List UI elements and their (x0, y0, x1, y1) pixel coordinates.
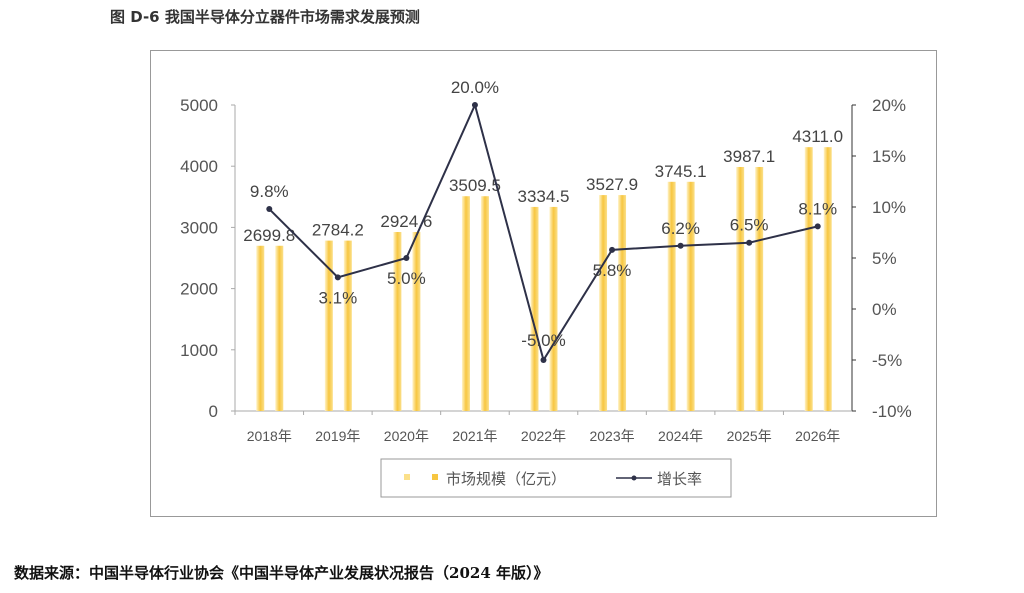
bar-stripe (549, 206, 558, 411)
left-tick-label: 0 (209, 402, 218, 421)
x-tick-label: 2026年 (795, 428, 840, 444)
bar (256, 245, 284, 411)
bar (461, 196, 489, 411)
right-tick-label: 20% (872, 96, 906, 115)
growth-rate-point (609, 246, 616, 253)
x-tick-label: 2022年 (521, 428, 566, 444)
x-tick-label: 2019年 (315, 428, 360, 444)
bar (804, 147, 832, 411)
bar-stripe (686, 181, 695, 411)
growth-rate-point (334, 274, 341, 281)
bar-value-label: 4311.0 (792, 127, 843, 146)
bar-stripe (275, 245, 284, 411)
bar-value-label: 2699.8 (243, 226, 295, 245)
legend-bar-swatch (404, 474, 410, 480)
legend-bar-label: 市场规模（亿元） (446, 471, 566, 488)
bar-stripe (324, 240, 333, 411)
bar-value-label: 3745.1 (655, 162, 707, 181)
legend-box (380, 458, 732, 498)
growth-rate-label: 20.0% (451, 78, 499, 97)
left-tick-label: 2000 (180, 280, 218, 299)
growth-rate-label: 6.5% (730, 216, 769, 235)
bar (324, 240, 352, 411)
x-tick-label: 2023年 (589, 428, 634, 444)
bar-value-label: 3334.5 (518, 187, 570, 206)
growth-rate-point (814, 223, 821, 230)
right-tick-label: 0% (872, 300, 897, 319)
growth-rate-point (471, 102, 478, 108)
growth-rate-point (266, 206, 273, 213)
bar-stripe (804, 147, 813, 411)
data-source-note: 数据来源：中国半导体行业协会《中国半导体产业发展状况报告（2024 年版）》 (14, 564, 549, 582)
bar-stripe (736, 166, 745, 411)
bar-stripe (256, 245, 265, 411)
bar-stripe (343, 240, 352, 411)
bar-stripe (755, 166, 764, 411)
x-tick-label: 2020年 (384, 428, 429, 444)
bar-value-label: 2924.6 (380, 212, 432, 231)
x-tick-label: 2024年 (658, 428, 703, 444)
growth-rate-label: -5.0% (521, 331, 565, 350)
bar-stripe (530, 206, 539, 411)
legend-line-marker (631, 475, 637, 481)
bar-stripe (412, 232, 421, 411)
bar (599, 195, 627, 411)
bar (530, 206, 558, 411)
legend-bar-swatch (432, 474, 438, 480)
bar (736, 166, 764, 411)
left-tick-label: 1000 (180, 341, 218, 360)
bar-stripe (823, 147, 832, 411)
growth-rate-label: 6.2% (661, 219, 700, 238)
bar-stripe (667, 181, 676, 411)
bar-stripe (618, 195, 627, 411)
x-tick-label: 2021年 (452, 428, 497, 444)
growth-rate-label: 5.0% (387, 269, 426, 288)
legend: 市场规模（亿元） 增长率 (380, 458, 732, 498)
growth-rate-point (540, 357, 547, 363)
right-tick-label: -5% (872, 351, 902, 370)
bar-value-label: 3527.9 (586, 175, 638, 194)
x-tick-label: 2018年 (247, 428, 292, 444)
right-tick-label: 10% (872, 198, 906, 217)
bar-stripe (599, 195, 608, 411)
chart-title: 图 D-6 我国半导体分立器件市场需求发展预测 (110, 8, 420, 26)
right-tick-label: 5% (872, 249, 897, 268)
bar (393, 232, 421, 411)
bar (667, 181, 695, 411)
bar-value-label: 2784.2 (312, 221, 364, 240)
bar-stripe (461, 196, 470, 411)
bar-value-label: 3987.1 (723, 147, 775, 166)
bar-stripe (393, 232, 402, 411)
left-tick-label: 5000 (180, 96, 218, 115)
growth-rate-label: 5.8% (593, 261, 632, 280)
right-tick-label: 15% (872, 147, 906, 166)
left-tick-label: 3000 (180, 218, 218, 237)
bar-value-label: 3509.5 (449, 176, 501, 195)
growth-rate-point (677, 242, 684, 249)
legend-line-label: 增长率 (657, 471, 702, 488)
growth-rate-label: 9.8% (250, 182, 289, 201)
x-tick-label: 2025年 (727, 428, 772, 444)
right-tick-label: -10% (872, 402, 912, 421)
growth-rate-label: 3.1% (318, 288, 357, 307)
bar-stripe (480, 196, 489, 411)
left-tick-label: 4000 (180, 157, 218, 176)
growth-rate-point (403, 255, 410, 261)
growth-rate-point (746, 239, 753, 246)
growth-rate-label: 8.1% (798, 199, 837, 218)
